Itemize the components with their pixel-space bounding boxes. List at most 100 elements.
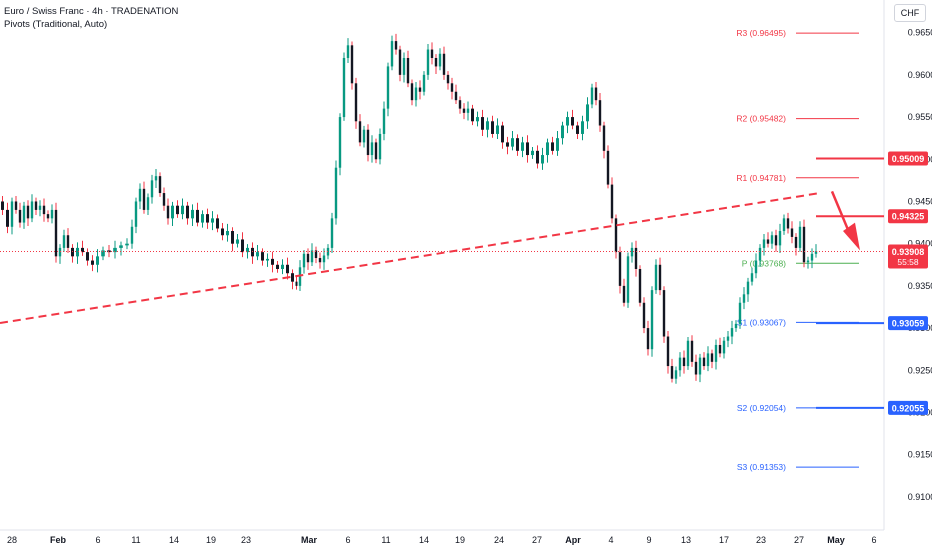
candle-body — [790, 228, 794, 237]
candle-body — [346, 45, 350, 58]
y-tick-label: 0.96500 — [908, 28, 932, 38]
candle-body — [382, 108, 386, 134]
candle-body — [370, 142, 374, 156]
candle-body — [806, 260, 810, 263]
candle-body — [501, 125, 504, 143]
x-tick-label: Mar — [301, 535, 318, 545]
candle-body — [610, 184, 614, 219]
key-level-badge — [888, 151, 928, 166]
candle-body — [491, 121, 494, 134]
candle-body — [778, 231, 782, 246]
candle-body — [446, 74, 450, 84]
candle-body — [810, 253, 814, 261]
y-tick-label: 0.91000 — [908, 492, 932, 502]
candle-body — [546, 142, 549, 156]
candle-body — [130, 226, 134, 244]
candle-body — [722, 340, 726, 354]
candle-body — [362, 129, 366, 143]
candle-body — [742, 294, 746, 303]
candle-body — [710, 353, 714, 362]
candle-body — [226, 231, 229, 236]
chart-title: Euro / Swiss Franc · 4h · TRADENATION — [4, 6, 179, 17]
candle-body — [211, 218, 214, 223]
candle-body — [354, 83, 358, 122]
pivot-label-s3: S3 (0.91353) — [737, 462, 786, 472]
candle-body — [566, 117, 569, 126]
candle-body — [91, 260, 94, 265]
candle-body — [216, 218, 219, 229]
candle-body — [754, 260, 758, 274]
candle-body — [134, 201, 138, 227]
candle-body — [251, 247, 254, 257]
candle-body — [442, 53, 446, 75]
candle-body — [694, 361, 698, 375]
candle-body — [146, 197, 150, 210]
candle-body — [42, 205, 46, 215]
candle-body — [594, 87, 598, 101]
candle-body — [206, 214, 209, 223]
candle-body — [271, 258, 274, 265]
candle-body — [406, 57, 410, 84]
candle-body — [96, 256, 99, 265]
candle-body — [26, 205, 30, 219]
candle-body — [150, 180, 154, 198]
x-tick-label: 4 — [608, 535, 613, 545]
candle-body — [231, 231, 234, 244]
candle-body — [581, 121, 584, 134]
candle-body — [551, 142, 554, 151]
candle-body — [746, 281, 750, 295]
x-tick-label: May — [827, 535, 845, 545]
candle-body — [770, 235, 774, 244]
candle-body — [630, 247, 634, 257]
y-tick-label: 0.93500 — [908, 281, 932, 291]
candle-body — [101, 250, 105, 257]
candle-body — [758, 247, 762, 261]
currency-button[interactable]: CHF — [894, 4, 926, 22]
candle-body — [650, 290, 654, 350]
candle-body — [794, 236, 798, 248]
candle-body — [634, 247, 638, 269]
x-tick-label: 23 — [241, 535, 251, 545]
candle-body — [418, 87, 422, 92]
candle-body — [782, 218, 786, 232]
x-tick-label: 11 — [381, 535, 390, 545]
x-tick-label: 27 — [532, 535, 542, 545]
candle-body — [86, 252, 89, 261]
candle-body — [654, 264, 658, 291]
candle-body — [706, 353, 710, 367]
candle-body — [295, 281, 298, 286]
candle-body — [171, 205, 174, 219]
candle-body — [166, 205, 170, 219]
candle-body — [201, 214, 204, 223]
candle-body — [531, 150, 534, 156]
candle-body — [261, 252, 264, 261]
key-level-badge — [888, 400, 928, 415]
current-price-value: 0.93908 — [892, 247, 925, 257]
candle-body — [802, 226, 806, 263]
x-tick-label: 6 — [95, 535, 100, 545]
candle-body — [556, 138, 559, 151]
candle-body — [142, 188, 146, 210]
key-level-value: 0.93059 — [892, 319, 925, 329]
candle-body — [598, 100, 602, 126]
candle-body — [196, 209, 199, 223]
candle-body — [322, 255, 326, 263]
current-price-badge — [888, 244, 928, 269]
candle-body — [481, 117, 484, 130]
candle-body — [750, 273, 754, 282]
candle-body — [786, 218, 790, 229]
candle-body — [450, 83, 454, 92]
candle-body — [666, 336, 670, 367]
key-level-badge — [888, 316, 928, 331]
x-tick-label: 9 — [646, 535, 651, 545]
candle-body — [434, 57, 438, 67]
candle-body — [330, 218, 334, 248]
pivot-label-s1: S1 (0.93067) — [737, 317, 786, 327]
candle-body — [730, 328, 734, 337]
candle-body — [113, 247, 117, 253]
candle-body — [374, 142, 378, 160]
indicator-label[interactable]: Pivots (Traditional, Auto) — [4, 19, 108, 30]
candle-body — [154, 176, 158, 181]
x-tick-label: 11 — [131, 535, 140, 545]
